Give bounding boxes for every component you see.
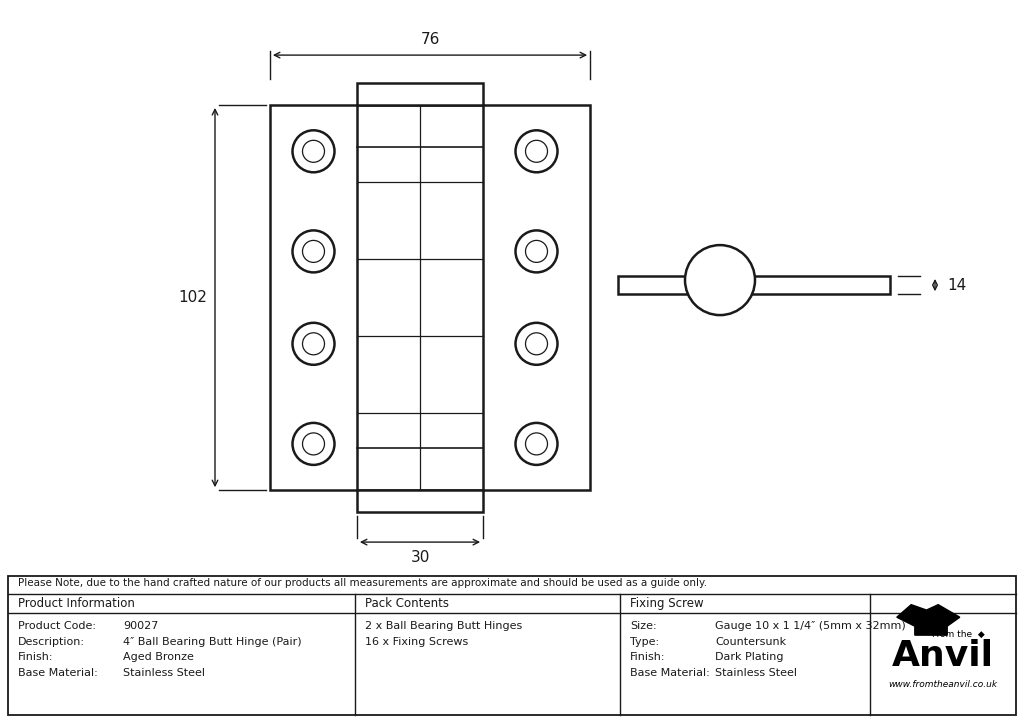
Circle shape <box>302 140 325 162</box>
Polygon shape <box>897 605 959 635</box>
Text: Dark Plating: Dark Plating <box>715 652 783 662</box>
Bar <box>270 105 590 490</box>
Text: 16 x Fixing Screws: 16 x Fixing Screws <box>365 637 468 647</box>
Text: Aged Bronze: Aged Bronze <box>123 652 194 662</box>
Text: Base Material:: Base Material: <box>18 668 97 678</box>
Text: www.fromtheanvil.co.uk: www.fromtheanvil.co.uk <box>889 679 997 689</box>
Circle shape <box>525 240 548 262</box>
Bar <box>357 490 483 512</box>
Circle shape <box>293 130 335 173</box>
Text: 30: 30 <box>411 550 430 565</box>
Circle shape <box>525 140 548 162</box>
Text: Anvil: Anvil <box>892 639 994 673</box>
Text: 14: 14 <box>947 278 967 293</box>
Text: Countersunk: Countersunk <box>715 637 786 647</box>
Circle shape <box>302 240 325 262</box>
Text: Base Material:: Base Material: <box>630 668 710 678</box>
Circle shape <box>293 423 335 465</box>
Text: Stainless Steel: Stainless Steel <box>715 668 797 678</box>
Circle shape <box>515 423 557 465</box>
Text: Size:: Size: <box>630 621 656 631</box>
Text: Product Information: Product Information <box>18 597 135 610</box>
Text: 102: 102 <box>178 290 207 305</box>
Circle shape <box>525 433 548 455</box>
Text: 90027: 90027 <box>123 621 159 631</box>
Text: 76: 76 <box>420 32 439 47</box>
Text: Finish:: Finish: <box>630 652 666 662</box>
Text: Finish:: Finish: <box>18 652 53 662</box>
Circle shape <box>515 230 557 273</box>
Text: Please Note, due to the hand crafted nature of our products all measurements are: Please Note, due to the hand crafted nat… <box>18 577 707 587</box>
Text: 4″ Ball Bearing Butt Hinge (Pair): 4″ Ball Bearing Butt Hinge (Pair) <box>123 637 302 647</box>
Circle shape <box>525 333 548 354</box>
Text: Pack Contents: Pack Contents <box>365 597 449 610</box>
Circle shape <box>302 433 325 455</box>
Text: Type:: Type: <box>630 637 659 647</box>
Circle shape <box>515 323 557 365</box>
Text: Stainless Steel: Stainless Steel <box>123 668 205 678</box>
Text: From the  ◆: From the ◆ <box>932 630 984 639</box>
Text: Fixing Screw: Fixing Screw <box>630 597 703 610</box>
Bar <box>618 276 890 294</box>
Circle shape <box>302 333 325 354</box>
Bar <box>357 83 483 105</box>
Text: Product Code:: Product Code: <box>18 621 96 631</box>
Text: Description:: Description: <box>18 637 85 647</box>
Text: Gauge 10 x 1 1/4″ (5mm x 32mm): Gauge 10 x 1 1/4″ (5mm x 32mm) <box>715 621 906 631</box>
Circle shape <box>293 323 335 365</box>
Text: 2 x Ball Bearing Butt Hinges: 2 x Ball Bearing Butt Hinges <box>365 621 522 631</box>
Circle shape <box>685 245 755 315</box>
Circle shape <box>293 230 335 273</box>
Circle shape <box>515 130 557 173</box>
